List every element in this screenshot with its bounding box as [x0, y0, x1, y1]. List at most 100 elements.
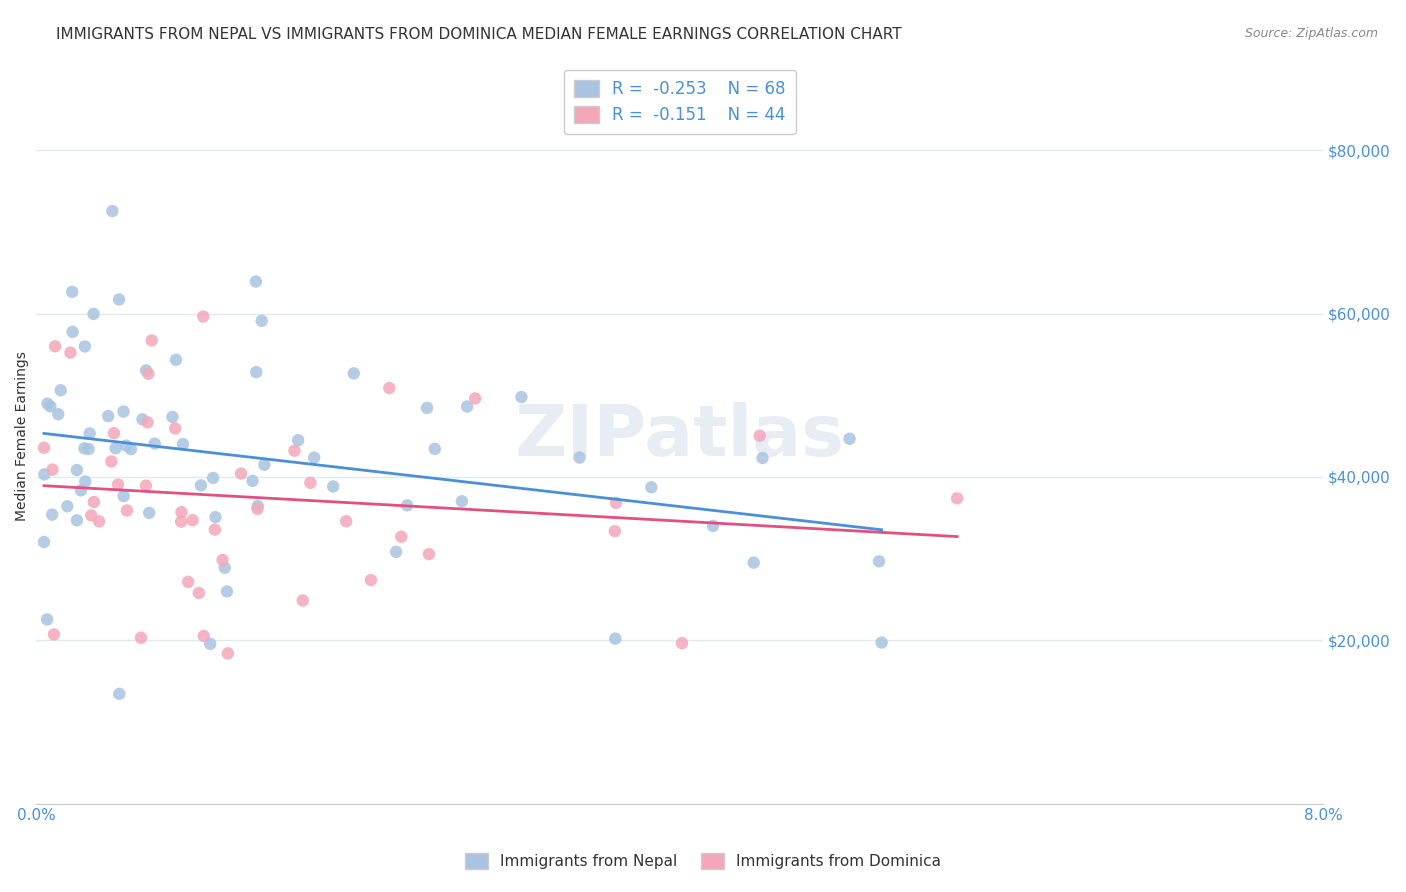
Text: ZIPatlas: ZIPatlas: [515, 401, 845, 471]
Text: IMMIGRANTS FROM NEPAL VS IMMIGRANTS FROM DOMINICA MEDIAN FEMALE EARNINGS CORRELA: IMMIGRANTS FROM NEPAL VS IMMIGRANTS FROM…: [56, 27, 901, 42]
Point: [66, 513, 89, 527]
Y-axis label: Median Female Earnings: Median Female Earnings: [15, 351, 30, 521]
Point: [101, 204, 124, 219]
Point: [211, 553, 233, 567]
Point: [165, 352, 187, 367]
Point: [322, 479, 344, 493]
Point: [204, 523, 226, 537]
Point: [190, 478, 212, 492]
Point: [135, 363, 157, 377]
Point: [66, 463, 89, 477]
Point: [215, 584, 238, 599]
Point: [299, 475, 322, 490]
Point: [83, 307, 105, 321]
Point: [79, 426, 101, 441]
Point: [131, 412, 153, 426]
Point: [73, 442, 96, 456]
Legend: Immigrants from Nepal, Immigrants from Dominica: Immigrants from Nepal, Immigrants from D…: [460, 847, 946, 875]
Point: [73, 339, 96, 353]
Point: [246, 499, 269, 513]
Point: [510, 390, 533, 404]
Point: [97, 409, 120, 423]
Point: [89, 515, 111, 529]
Point: [450, 494, 472, 508]
Text: Source: ZipAtlas.com: Source: ZipAtlas.com: [1244, 27, 1378, 40]
Point: [603, 524, 626, 539]
Point: [702, 519, 724, 533]
Point: [108, 293, 131, 307]
Point: [946, 491, 969, 506]
Point: [60, 285, 83, 299]
Point: [605, 496, 627, 510]
Point: [172, 437, 194, 451]
Point: [135, 479, 157, 493]
Point: [41, 508, 63, 522]
Point: [250, 314, 273, 328]
Point: [202, 471, 225, 485]
Point: [138, 367, 160, 381]
Point: [671, 636, 693, 650]
Point: [107, 477, 129, 491]
Point: [143, 436, 166, 450]
Point: [385, 545, 408, 559]
Point: [170, 505, 193, 519]
Point: [141, 334, 163, 348]
Point: [245, 275, 267, 289]
Point: [70, 483, 93, 498]
Point: [360, 573, 382, 587]
Point: [246, 502, 269, 516]
Point: [42, 627, 65, 641]
Point: [44, 339, 66, 353]
Point: [870, 635, 893, 649]
Point: [39, 400, 62, 414]
Point: [115, 503, 138, 517]
Point: [204, 510, 226, 524]
Point: [177, 574, 200, 589]
Point: [742, 556, 765, 570]
Point: [200, 637, 222, 651]
Point: [193, 629, 215, 643]
Point: [162, 409, 184, 424]
Point: [193, 310, 215, 324]
Point: [108, 687, 131, 701]
Point: [59, 345, 82, 359]
Point: [335, 514, 357, 528]
Point: [138, 506, 160, 520]
Point: [62, 325, 84, 339]
Point: [115, 439, 138, 453]
Point: [838, 432, 860, 446]
Point: [396, 499, 419, 513]
Point: [217, 647, 239, 661]
Point: [49, 384, 72, 398]
Point: [291, 593, 314, 607]
Point: [389, 530, 412, 544]
Point: [242, 474, 264, 488]
Point: [605, 632, 627, 646]
Point: [378, 381, 401, 395]
Point: [112, 404, 135, 418]
Point: [568, 450, 591, 465]
Point: [104, 442, 127, 456]
Point: [80, 508, 103, 523]
Point: [46, 407, 69, 421]
Point: [136, 416, 159, 430]
Point: [231, 467, 253, 481]
Point: [34, 467, 56, 482]
Point: [423, 442, 446, 456]
Point: [416, 401, 439, 415]
Point: [41, 462, 63, 476]
Point: [868, 554, 890, 568]
Point: [75, 475, 97, 489]
Point: [56, 500, 79, 514]
Point: [253, 458, 276, 472]
Point: [302, 450, 325, 465]
Point: [77, 442, 100, 456]
Point: [287, 434, 309, 448]
Point: [214, 561, 236, 575]
Point: [283, 443, 305, 458]
Point: [37, 612, 59, 626]
Point: [464, 392, 486, 406]
Point: [129, 631, 152, 645]
Point: [100, 454, 122, 468]
Point: [165, 421, 187, 435]
